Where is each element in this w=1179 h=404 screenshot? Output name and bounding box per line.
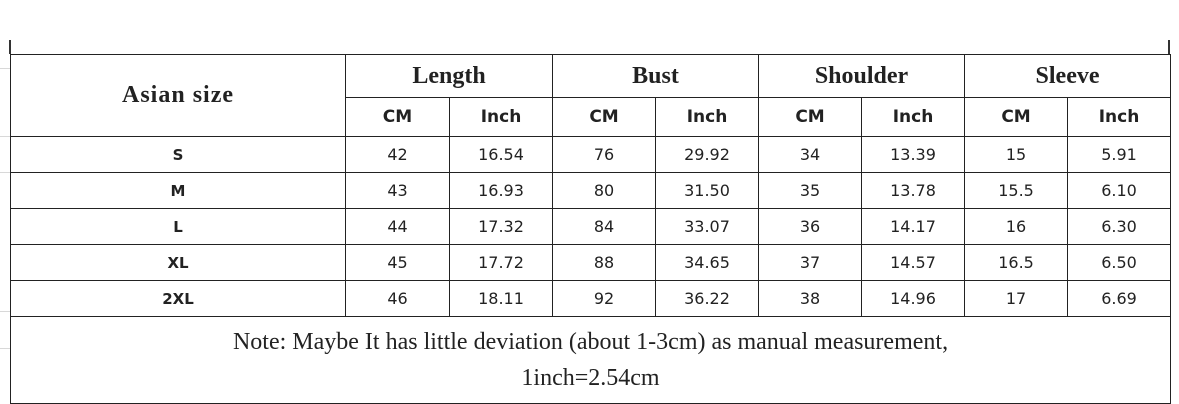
value-cell: 34 bbox=[758, 136, 863, 173]
value-cell: 36 bbox=[758, 208, 863, 245]
value-cell: 5.91 bbox=[1067, 136, 1172, 173]
value-cell: 34.65 bbox=[655, 244, 760, 281]
group-header-bust: Bust bbox=[552, 54, 760, 98]
value-cell: 13.78 bbox=[861, 172, 966, 209]
value-cell: 16.5 bbox=[964, 244, 1069, 281]
value-cell: 6.30 bbox=[1067, 208, 1172, 245]
value-cell: 15 bbox=[964, 136, 1069, 173]
value-cell: 16 bbox=[964, 208, 1069, 245]
value-cell: 13.39 bbox=[861, 136, 966, 173]
table-row: L 44 17.32 84 33.07 36 14.17 16 6.30 bbox=[10, 208, 1172, 245]
table-row: 2XL 46 18.11 92 36.22 38 14.96 17 6.69 bbox=[10, 280, 1172, 317]
note-cell: Note: Maybe It has little deviation (abo… bbox=[9, 316, 1172, 404]
value-cell: 37 bbox=[758, 244, 863, 281]
value-cell: 15.5 bbox=[964, 172, 1069, 209]
unit-header: Inch bbox=[1067, 97, 1172, 137]
sheet-gridline bbox=[0, 68, 10, 69]
sheet-border bbox=[1168, 40, 1170, 54]
value-cell: 33.07 bbox=[655, 208, 760, 245]
value-cell: 17 bbox=[964, 280, 1069, 317]
size-cell: S bbox=[10, 136, 346, 173]
value-cell: 16.93 bbox=[448, 172, 554, 209]
size-cell: XL bbox=[10, 244, 346, 281]
value-cell: 84 bbox=[552, 208, 657, 245]
value-cell: 76 bbox=[552, 136, 657, 173]
sheet-gridline bbox=[0, 172, 10, 173]
size-cell: 2XL bbox=[10, 280, 346, 317]
value-cell: 31.50 bbox=[655, 172, 760, 209]
value-cell: 43 bbox=[345, 172, 450, 209]
size-cell: L bbox=[10, 208, 346, 245]
table-row: M 43 16.93 80 31.50 35 13.78 15.5 6.10 bbox=[10, 172, 1172, 209]
unit-header: Inch bbox=[655, 97, 760, 137]
value-cell: 80 bbox=[552, 172, 657, 209]
sheet-gridline bbox=[0, 311, 10, 312]
value-cell: 38 bbox=[758, 280, 863, 317]
unit-header: CM bbox=[964, 97, 1069, 137]
value-cell: 88 bbox=[552, 244, 657, 281]
sheet-gridline bbox=[0, 348, 10, 349]
unit-header: Inch bbox=[448, 97, 554, 137]
value-cell: 6.10 bbox=[1067, 172, 1172, 209]
unit-header: CM bbox=[345, 97, 450, 137]
size-cell: M bbox=[10, 172, 346, 209]
value-cell: 92 bbox=[552, 280, 657, 317]
value-cell: 14.57 bbox=[861, 244, 966, 281]
group-header-sleeve: Sleeve bbox=[964, 54, 1172, 98]
value-cell: 17.32 bbox=[448, 208, 554, 245]
unit-header-row: CM Inch CM Inch CM Inch CM Inch bbox=[11, 97, 1172, 137]
size-header: Asian size bbox=[10, 54, 346, 137]
value-cell: 29.92 bbox=[655, 136, 760, 173]
group-header-shoulder: Shoulder bbox=[758, 54, 966, 98]
value-cell: 44 bbox=[345, 208, 450, 245]
unit-header: CM bbox=[552, 97, 657, 137]
value-cell: 18.11 bbox=[448, 280, 554, 317]
value-cell: 42 bbox=[345, 136, 450, 173]
value-cell: 14.96 bbox=[861, 280, 966, 317]
group-header-length: Length bbox=[344, 54, 554, 98]
sheet-border bbox=[9, 40, 11, 54]
value-cell: 36.22 bbox=[655, 280, 760, 317]
size-chart-table: Asian size Length Bust Shoulder Sleeve C… bbox=[9, 54, 1172, 404]
value-cell: 45 bbox=[345, 244, 450, 281]
value-cell: 6.50 bbox=[1067, 244, 1172, 281]
value-cell: 35 bbox=[758, 172, 863, 209]
value-cell: 46 bbox=[345, 280, 450, 317]
table-row: S 42 16.54 76 29.92 34 13.39 15 5.91 bbox=[10, 136, 1172, 173]
group-header-row: Asian size Length Bust Shoulder Sleeve bbox=[10, 54, 1172, 137]
table-row: XL 45 17.72 88 34.65 37 14.57 16.5 6.50 bbox=[10, 244, 1172, 281]
note-row: Note: Maybe It has little deviation (abo… bbox=[9, 316, 1172, 404]
note-line: Note: Maybe It has little deviation (abo… bbox=[232, 329, 949, 355]
value-cell: 17.72 bbox=[448, 244, 554, 281]
unit-header: CM bbox=[758, 97, 863, 137]
value-cell: 6.69 bbox=[1067, 280, 1172, 317]
sheet-gridline bbox=[0, 136, 10, 137]
unit-header: Inch bbox=[861, 97, 966, 137]
value-cell: 14.17 bbox=[861, 208, 966, 245]
value-cell: 16.54 bbox=[448, 136, 554, 173]
note-line: 1inch=2.54cm bbox=[521, 365, 660, 391]
